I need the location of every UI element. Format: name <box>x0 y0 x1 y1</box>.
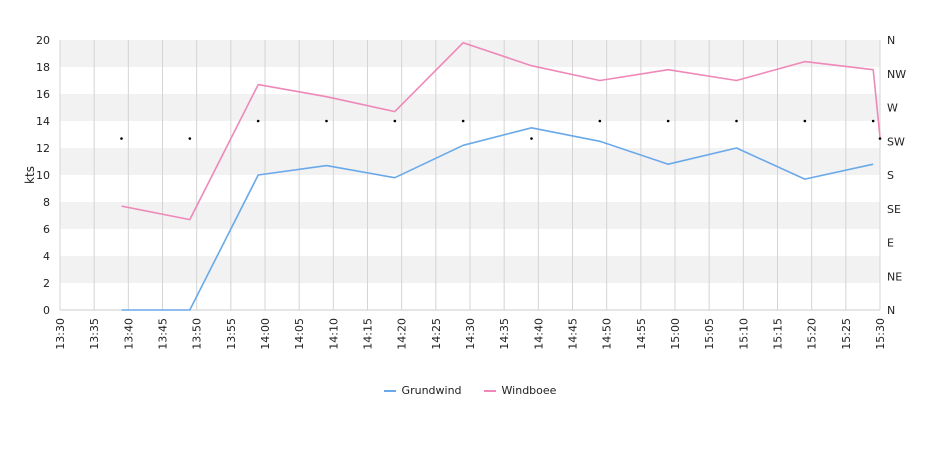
right-tick-label: W <box>887 102 898 115</box>
direction-marker <box>871 119 875 123</box>
x-tick-label: 14:25 <box>430 318 443 350</box>
x-tick-label: 15:25 <box>840 318 853 350</box>
y-tick-label: 10 <box>36 169 50 182</box>
direction-marker <box>735 119 738 123</box>
x-tick-label: 14:40 <box>532 318 545 350</box>
x-tick-label: 14:35 <box>498 318 511 350</box>
x-tick-label: 15:05 <box>703 318 716 350</box>
x-tick-label: 13:50 <box>191 318 204 350</box>
legend-label-windboee: Windboee <box>501 384 557 397</box>
direction-marker <box>325 119 328 123</box>
series-line-windboee <box>121 41 881 221</box>
x-tick-label: 15:10 <box>737 318 750 350</box>
y-tick-label: 8 <box>43 196 50 209</box>
legend-item-windboee[interactable]: Windboee <box>483 384 557 397</box>
series-line-grundwind <box>121 127 874 311</box>
x-tick-label: 15:20 <box>806 318 819 350</box>
x-tick-label: 14:45 <box>567 318 580 350</box>
x-tick-label: 13:55 <box>225 318 238 350</box>
right-tick-label: E <box>887 237 894 250</box>
legend-label-grundwind: Grundwind <box>401 384 462 397</box>
direction-marker <box>878 137 882 140</box>
x-tick-label: 13:40 <box>122 318 135 350</box>
x-tick-label: 14:20 <box>396 318 409 350</box>
x-tick-label: 14:05 <box>293 318 306 350</box>
y-tick-label: 14 <box>36 115 50 128</box>
y-tick-label: 0 <box>43 304 50 317</box>
direction-marker <box>256 119 260 123</box>
right-axis: N NE E SE S SW W NW N <box>887 34 906 317</box>
x-tick-label: 13:45 <box>157 318 170 350</box>
x-tick-label: 14:15 <box>362 318 375 350</box>
right-tick-label: NE <box>887 270 902 283</box>
direction-marker <box>530 137 533 140</box>
y-tick-label: 6 <box>43 223 50 236</box>
x-tick-label: 14:30 <box>464 318 477 350</box>
direction-marker <box>803 119 807 123</box>
y-tick-label: 16 <box>36 88 50 101</box>
x-tick-label: 15:30 <box>874 318 887 350</box>
x-axis: 13:30 13:35 13:40 13:45 13:50 13:55 14:00 14:05… <box>54 318 887 350</box>
direction-marker <box>666 119 670 123</box>
y-tick-label: 2 <box>43 277 50 290</box>
y-tick-label: 12 <box>36 142 50 155</box>
x-tick-label: 13:35 <box>88 318 101 350</box>
direction-markers <box>120 119 882 140</box>
direction-marker <box>120 137 123 140</box>
legend: Grundwind Windboee <box>0 384 940 397</box>
direction-marker <box>461 119 465 123</box>
x-tick-label: 14:00 <box>259 318 272 350</box>
right-tick-label: S <box>887 169 894 182</box>
y-axis: 0 2 4 6 8 10 12 14 16 18 20 <box>36 34 50 317</box>
right-tick-label: NW <box>887 68 906 81</box>
grid-lines <box>59 40 881 311</box>
direction-marker <box>393 119 397 123</box>
x-tick-label: 14:55 <box>635 318 648 350</box>
x-tick-label: 14:50 <box>601 318 614 350</box>
x-tick-label: 15:15 <box>772 318 785 350</box>
right-tick-label: SW <box>887 135 905 148</box>
y-axis-title: kts <box>23 166 37 184</box>
y-tick-label: 18 <box>36 61 50 74</box>
x-tick-label: 15:00 <box>669 318 682 350</box>
x-tick-label: 13:30 <box>54 318 67 350</box>
right-tick-label: SE <box>887 203 901 216</box>
y-tick-label: 4 <box>43 250 50 263</box>
right-tick-label: N <box>887 304 895 317</box>
x-tick-label: 14:10 <box>327 318 340 350</box>
legend-swatch-windboee <box>483 389 496 392</box>
legend-item-grundwind[interactable]: Grundwind <box>383 384 462 397</box>
right-tick-label: N <box>887 34 895 47</box>
direction-marker <box>188 137 192 140</box>
legend-swatch-grundwind <box>383 389 396 392</box>
direction-marker <box>598 119 602 123</box>
y-tick-label: 20 <box>36 34 50 47</box>
series-lines <box>121 41 881 311</box>
